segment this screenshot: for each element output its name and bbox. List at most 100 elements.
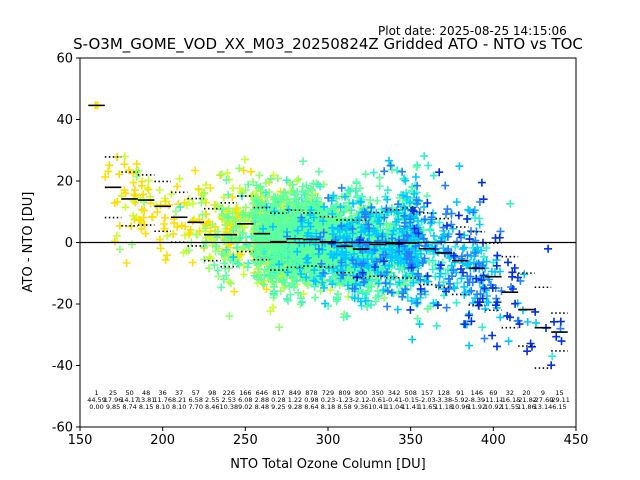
stats-n-label: 50 xyxy=(125,389,133,397)
stats-n-label: 98 xyxy=(208,389,216,397)
stats-mean-label: -5.92 xyxy=(452,396,469,404)
stats-mean-label: -8.39 xyxy=(468,396,485,404)
stats-n-label: 48 xyxy=(142,389,150,397)
x-tick-label: 150 xyxy=(68,433,93,448)
stats-n-label: 146 xyxy=(471,389,483,397)
stats-n-label: 69 xyxy=(489,389,497,397)
stats-std-label: 10.96 xyxy=(451,403,470,411)
stats-overlay xyxy=(80,104,576,369)
stats-n-label: 25 xyxy=(109,389,117,397)
stats-mean-label: -2.12 xyxy=(353,396,370,404)
stats-n-label: 508 xyxy=(404,389,416,397)
stats-n-label: 1 xyxy=(94,389,98,397)
plot-date: Plot date: 2025-08-25 14:15:06 xyxy=(378,24,567,38)
stats-mean-label: 2.55 xyxy=(205,396,219,404)
stats-n-label: 166 xyxy=(239,389,251,397)
stats-mean-label: -16.15 xyxy=(499,396,520,404)
stats-mean-label: 8.21 xyxy=(172,396,186,404)
stats-n-label: 15 xyxy=(555,389,563,397)
stats-n-label: 9 xyxy=(541,389,545,397)
stats-mean-label: -0.41 xyxy=(386,396,403,404)
stats-n-label: 20 xyxy=(522,389,530,397)
stats-n-label: 809 xyxy=(338,389,350,397)
stats-mean-label: 2.88 xyxy=(255,396,269,404)
stats-n-label: 226 xyxy=(223,389,235,397)
stats-mean-label: 14.17 xyxy=(120,396,139,404)
y-tick-label: 60 xyxy=(56,52,73,67)
stats-table: 144.590.002517.969.855014.178.744813.818… xyxy=(87,389,570,411)
stats-std-label: 9.25 xyxy=(271,403,285,411)
y-tick-label: 20 xyxy=(56,175,73,190)
y-tick-label: -40 xyxy=(52,359,73,374)
stats-mean-label: 0.98 xyxy=(304,396,318,404)
stats-mean-label: 44.59 xyxy=(87,396,106,404)
stats-n-label: 37 xyxy=(175,389,183,397)
stats-n-label: 817 xyxy=(272,389,284,397)
stats-n-label: 91 xyxy=(456,389,464,397)
stats-std-label: 8.18 xyxy=(321,403,335,411)
stats-std-label: 8.64 xyxy=(304,403,318,411)
y-tick-label: 0 xyxy=(65,236,73,251)
stats-mean-label: 17.96 xyxy=(104,396,123,404)
x-tick-label: 350 xyxy=(398,433,423,448)
stats-std-label: 7.70 xyxy=(188,403,202,411)
y-tick-label: -20 xyxy=(52,298,73,313)
stats-mean-label: -3.38 xyxy=(435,396,452,404)
stats-n-label: 878 xyxy=(305,389,317,397)
stats-std-label: 11.86 xyxy=(517,403,536,411)
stats-mean-label: 2.53 xyxy=(222,396,236,404)
stats-std-label: 0.00 xyxy=(89,403,103,411)
stats-std-label: 6.15 xyxy=(552,403,566,411)
stats-std-label: 11.65 xyxy=(418,403,437,411)
stats-n-label: 157 xyxy=(421,389,433,397)
stats-mean-label: -0.61 xyxy=(369,396,386,404)
stats-std-label: 8.58 xyxy=(337,403,351,411)
x-tick-label: 250 xyxy=(233,433,258,448)
stats-std-label: 8.15 xyxy=(139,403,153,411)
stats-mean-label: 0.23 xyxy=(321,396,335,404)
stats-n-label: 646 xyxy=(256,389,268,397)
stats-std-label: 8.46 xyxy=(205,403,219,411)
stats-n-label: 350 xyxy=(371,389,383,397)
x-tick-label: 300 xyxy=(316,433,341,448)
stats-std-label: 11.55 xyxy=(501,403,520,411)
y-axis-label: ATO - NTO [DU] xyxy=(21,192,36,293)
stats-n-label: 849 xyxy=(289,389,301,397)
stats-std-label: 10.92 xyxy=(484,403,503,411)
scatter-layer xyxy=(91,101,566,370)
stats-mean-label: -1.23 xyxy=(336,396,353,404)
stats-mean-label: -29.11 xyxy=(549,396,570,404)
stats-std-label: 9.85 xyxy=(106,403,120,411)
stats-mean-label: -2.03 xyxy=(419,396,436,404)
x-axis-label: NTO Total Ozone Column [DU] xyxy=(230,457,426,472)
stats-std-label: 8.10 xyxy=(155,403,169,411)
stats-std-label: 11.41 xyxy=(401,403,420,411)
stats-mean-label: 1.22 xyxy=(288,396,302,404)
stats-mean-label: -0.15 xyxy=(402,396,419,404)
stats-mean-label: -11.11 xyxy=(483,396,504,404)
stats-mean-label: 11.76 xyxy=(153,396,172,404)
stats-n-label: 36 xyxy=(159,389,167,397)
stats-std-label: 13.14 xyxy=(534,403,553,411)
stats-std-label: 8.48 xyxy=(255,403,269,411)
stats-std-label: 9.36 xyxy=(354,403,368,411)
x-tick-label: 200 xyxy=(150,433,175,448)
stats-std-label: 11.18 xyxy=(434,403,453,411)
stats-mean-label: 0.28 xyxy=(271,396,285,404)
chart-title: S-O3M_GOME_VOD_XX_M03_20250824Z Gridded … xyxy=(73,35,583,54)
stats-mean-label: 13.81 xyxy=(137,396,156,404)
stats-n-label: 128 xyxy=(438,389,450,397)
stats-n-label: 342 xyxy=(388,389,400,397)
stats-n-label: 32 xyxy=(506,389,514,397)
stats-mean-label: 6.08 xyxy=(238,396,252,404)
stats-std-label: 11.92 xyxy=(467,403,486,411)
x-tick-label: 400 xyxy=(481,433,506,448)
y-tick-label: 40 xyxy=(56,113,73,128)
stats-n-label: 800 xyxy=(355,389,367,397)
stats-mean-label: -21.82 xyxy=(516,396,537,404)
stats-std-label: 11.04 xyxy=(385,403,404,411)
x-tick-label: 450 xyxy=(564,433,589,448)
stats-std-label: 8.10 xyxy=(172,403,186,411)
stats-n-label: 729 xyxy=(322,389,334,397)
